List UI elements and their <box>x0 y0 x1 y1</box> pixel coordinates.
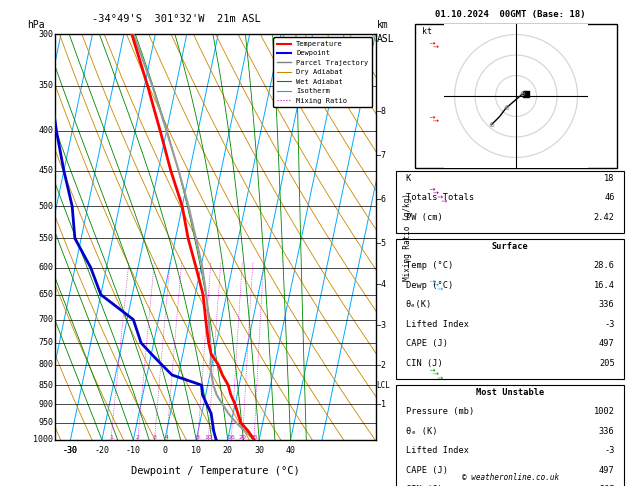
Text: –4: –4 <box>377 279 386 289</box>
Text: 20: 20 <box>223 446 233 455</box>
Text: 400: 400 <box>38 126 53 136</box>
Text: PW (cm): PW (cm) <box>406 213 442 222</box>
Text: -20: -20 <box>94 446 109 455</box>
Text: kt: kt <box>422 27 432 36</box>
Text: -30: -30 <box>63 446 78 455</box>
Text: 600: 600 <box>38 263 53 272</box>
Text: 900: 900 <box>38 400 53 409</box>
Text: 336: 336 <box>599 300 615 310</box>
Text: 205: 205 <box>599 485 615 486</box>
Text: 800: 800 <box>38 360 53 369</box>
Text: CIN (J): CIN (J) <box>406 485 442 486</box>
Text: 10: 10 <box>204 435 212 440</box>
Text: 30: 30 <box>254 446 264 455</box>
Text: ↗↗: ↗↗ <box>427 40 440 52</box>
Text: 950: 950 <box>38 418 53 427</box>
Bar <box>396 239 624 379</box>
Text: ⊕: ⊕ <box>520 91 525 97</box>
Text: 300: 300 <box>38 30 53 38</box>
Text: –7: –7 <box>377 151 386 160</box>
Text: 205: 205 <box>599 359 615 368</box>
Text: 3: 3 <box>152 435 157 440</box>
Text: 550: 550 <box>38 234 53 243</box>
Text: 650: 650 <box>38 290 53 299</box>
Text: θₑ (K): θₑ (K) <box>406 427 437 436</box>
Text: 497: 497 <box>599 466 615 475</box>
Text: 450: 450 <box>38 166 53 175</box>
Text: Lifted Index: Lifted Index <box>406 446 469 455</box>
Text: ↗↗: ↗↗ <box>427 113 440 125</box>
Text: –8: –8 <box>377 106 386 116</box>
Text: 16: 16 <box>228 435 235 440</box>
Text: 2.42: 2.42 <box>594 213 615 222</box>
Text: 750: 750 <box>38 338 53 347</box>
Text: -10: -10 <box>126 446 141 455</box>
Text: –6: –6 <box>377 195 386 204</box>
Text: ASL: ASL <box>377 34 395 44</box>
Text: Dewp (°C): Dewp (°C) <box>406 281 453 290</box>
Text: –2: –2 <box>377 361 386 370</box>
Text: 1000: 1000 <box>33 435 53 444</box>
Legend: Temperature, Dewpoint, Parcel Trajectory, Dry Adiabat, Wet Adiabat, Isotherm, Mi: Temperature, Dewpoint, Parcel Trajectory… <box>274 37 372 107</box>
Bar <box>396 385 624 486</box>
Text: Mixing Ratio (g/kg): Mixing Ratio (g/kg) <box>403 193 412 281</box>
Text: Dewpoint / Temperature (°C): Dewpoint / Temperature (°C) <box>131 466 299 476</box>
Text: 28.6: 28.6 <box>594 261 615 271</box>
Text: –5: –5 <box>377 239 386 248</box>
Text: 1002: 1002 <box>594 407 615 417</box>
Text: 46: 46 <box>604 193 615 203</box>
Text: -3: -3 <box>604 320 615 329</box>
Text: 16.4: 16.4 <box>594 281 615 290</box>
Text: LCL: LCL <box>377 382 391 390</box>
Text: ↗↗↗↗: ↗↗↗↗ <box>427 186 448 207</box>
Text: 20: 20 <box>238 435 247 440</box>
Text: 4: 4 <box>165 435 169 440</box>
Text: 8: 8 <box>196 435 200 440</box>
Text: K: K <box>406 174 411 183</box>
Text: CAPE (J): CAPE (J) <box>406 466 447 475</box>
Text: 350: 350 <box>38 82 53 90</box>
Text: 18: 18 <box>604 174 615 183</box>
Text: hPa: hPa <box>28 20 45 30</box>
Text: km: km <box>377 20 389 30</box>
Bar <box>396 171 624 233</box>
Text: -34°49'S  301°32'W  21m ASL: -34°49'S 301°32'W 21m ASL <box>92 14 261 24</box>
Text: 336: 336 <box>599 427 615 436</box>
Text: © weatheronline.co.uk: © weatheronline.co.uk <box>462 473 559 482</box>
Text: 40: 40 <box>286 446 296 455</box>
Text: 0: 0 <box>162 446 167 455</box>
Text: Lifted Index: Lifted Index <box>406 320 469 329</box>
Text: 850: 850 <box>38 381 53 390</box>
Text: Temp (°C): Temp (°C) <box>406 261 453 271</box>
Text: -3: -3 <box>604 446 615 455</box>
Text: ↗↗↗: ↗↗↗ <box>427 366 443 383</box>
Text: 500: 500 <box>38 202 53 211</box>
Text: 01.10.2024  00GMT (Base: 18): 01.10.2024 00GMT (Base: 18) <box>435 10 586 19</box>
Bar <box>415 24 617 168</box>
Text: CIN (J): CIN (J) <box>406 359 442 368</box>
Text: ⊕: ⊕ <box>503 105 509 111</box>
Text: CAPE (J): CAPE (J) <box>406 339 447 348</box>
Text: 2: 2 <box>136 435 140 440</box>
Text: Most Unstable: Most Unstable <box>476 388 544 397</box>
Text: 497: 497 <box>599 339 615 348</box>
Text: 700: 700 <box>38 315 53 324</box>
Text: -30: -30 <box>63 446 78 455</box>
Text: –1: –1 <box>377 400 386 409</box>
Text: –3: –3 <box>377 321 386 330</box>
Text: Pressure (mb): Pressure (mb) <box>406 407 474 417</box>
Text: θₑ(K): θₑ(K) <box>406 300 431 310</box>
Text: Surface: Surface <box>492 242 528 251</box>
Text: ⊕: ⊕ <box>489 122 494 128</box>
Text: 25: 25 <box>250 435 258 440</box>
Text: 1: 1 <box>109 435 113 440</box>
Text: Totals Totals: Totals Totals <box>406 193 474 203</box>
Text: ↗↗↗: ↗↗↗ <box>427 278 443 294</box>
Text: 10: 10 <box>191 446 201 455</box>
